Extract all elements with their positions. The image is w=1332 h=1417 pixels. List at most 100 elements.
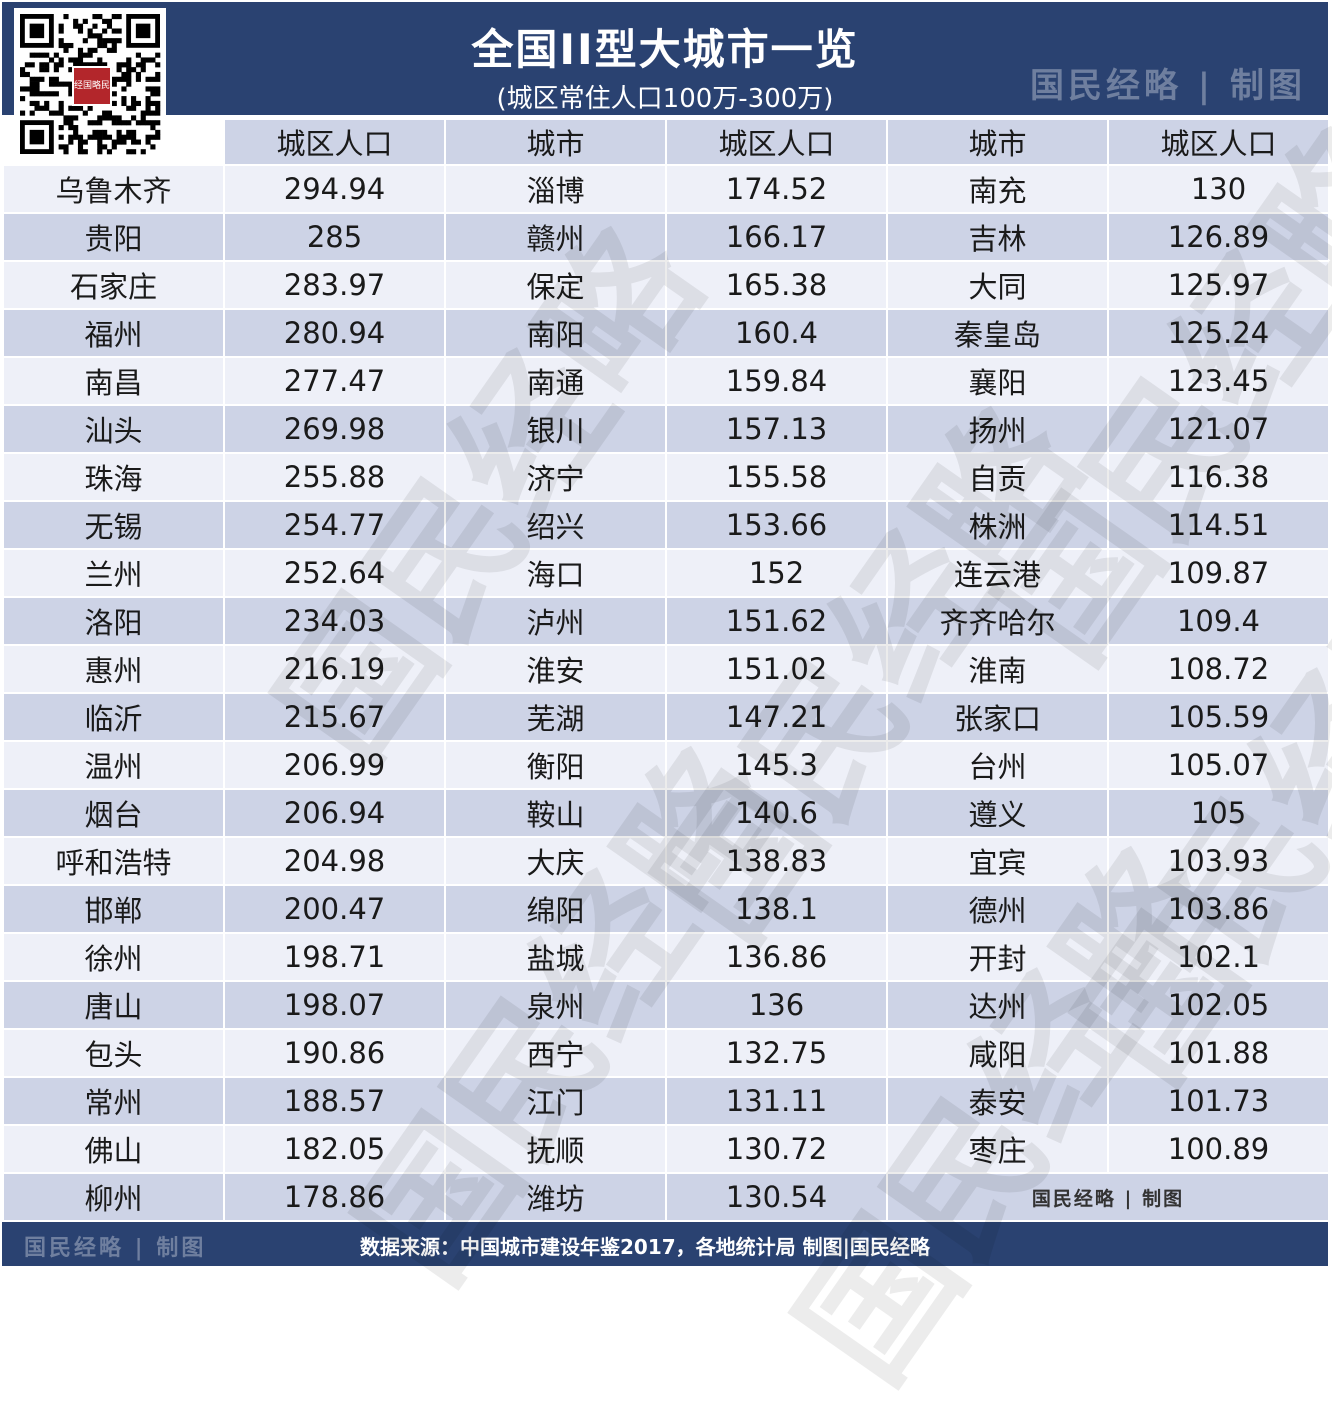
table-cell: 206.99 [223, 740, 446, 790]
table-cell: 泉州 [444, 980, 667, 1030]
table-cell: 101.73 [1107, 1076, 1330, 1126]
table-cell: 151.62 [665, 596, 888, 646]
table-cell: 南阳 [444, 308, 667, 358]
table-cell: 215.67 [223, 692, 446, 742]
table-header-cell: 城市 [444, 118, 667, 166]
table-cell: 132.75 [665, 1028, 888, 1078]
table-cell: 襄阳 [886, 356, 1109, 406]
table-cell: 唐山 [2, 980, 225, 1030]
table-cell: 无锡 [2, 500, 225, 550]
table-cell: 常州 [2, 1076, 225, 1126]
table-cell: 贵阳 [2, 212, 225, 262]
table-row: 烟台 206.94 鞍山 140.6 遵义 105 [2, 788, 1330, 838]
table-cell: 银川 [444, 404, 667, 454]
table-cell: 西宁 [444, 1028, 667, 1078]
table-cell: 烟台 [2, 788, 225, 838]
table-row: 唐山 198.07 泉州 136 达州 102.05 [2, 980, 1330, 1030]
qr-code-image: 经国略民 [14, 8, 166, 160]
table-cell: 182.05 [223, 1124, 446, 1174]
table-cell: 155.58 [665, 452, 888, 502]
table-cell: 邯郸 [2, 884, 225, 934]
table-cell: 扬州 [886, 404, 1109, 454]
table-cell: 109.87 [1107, 548, 1330, 598]
table-cell: 131.11 [665, 1076, 888, 1126]
table-cell: 101.88 [1107, 1028, 1330, 1078]
table-cell: 济宁 [444, 452, 667, 502]
table-cell: 159.84 [665, 356, 888, 406]
table-cell: 福州 [2, 308, 225, 358]
qr-logo-seal: 经国略民 [72, 66, 112, 106]
table-cell: 160.4 [665, 308, 888, 358]
table-row: 乌鲁木齐 294.94 淄博 174.52 南充 130 [2, 164, 1330, 214]
table-cell: 遵义 [886, 788, 1109, 838]
table-row: 温州 206.99 衡阳 145.3 台州 105.07 [2, 740, 1330, 790]
table-cell: 174.52 [665, 164, 888, 214]
table-header-cell: 城区人口 [223, 118, 446, 166]
table-cell: 绍兴 [444, 500, 667, 550]
table-row: 无锡 254.77 绍兴 153.66 株洲 114.51 [2, 500, 1330, 550]
table-cell: 自贡 [886, 452, 1109, 502]
table-cell: 165.38 [665, 260, 888, 310]
table-cell: 126.89 [1107, 212, 1330, 262]
table-cell: 252.64 [223, 548, 446, 598]
table-cell: 石家庄 [2, 260, 225, 310]
table-cell: 178.86 [223, 1172, 446, 1222]
table-cell: 105.07 [1107, 740, 1330, 790]
table-cell: 123.45 [1107, 356, 1330, 406]
table-cell: 147.21 [665, 692, 888, 742]
table-cell: 280.94 [223, 308, 446, 358]
table-cell: 乌鲁木齐 [2, 164, 225, 214]
table-cell: 呼和浩特 [2, 836, 225, 886]
table-cell: 138.1 [665, 884, 888, 934]
table-cell: 临沂 [2, 692, 225, 742]
table-brand-cell: 国民经略 | 制图 [886, 1172, 1330, 1222]
table-cell: 德州 [886, 884, 1109, 934]
table-cell: 121.07 [1107, 404, 1330, 454]
table-cell: 南通 [444, 356, 667, 406]
table-cell: 珠海 [2, 452, 225, 502]
table-cell: 294.94 [223, 164, 446, 214]
table-cell: 包头 [2, 1028, 225, 1078]
table-cell: 216.19 [223, 644, 446, 694]
table-cell: 达州 [886, 980, 1109, 1030]
table-cell: 秦皇岛 [886, 308, 1109, 358]
table-cell: 109.4 [1107, 596, 1330, 646]
table-cell: 103.93 [1107, 836, 1330, 886]
table-cell: 柳州 [2, 1172, 225, 1222]
table-cell: 吉林 [886, 212, 1109, 262]
table-row: 徐州 198.71 盐城 136.86 开封 102.1 [2, 932, 1330, 982]
table-cell: 190.86 [223, 1028, 446, 1078]
table-cell: 张家口 [886, 692, 1109, 742]
table-cell: 130.72 [665, 1124, 888, 1174]
table-cell: 136 [665, 980, 888, 1030]
table-cell: 潍坊 [444, 1172, 667, 1222]
table-cell: 连云港 [886, 548, 1109, 598]
table-cell: 138.83 [665, 836, 888, 886]
table-cell: 淄博 [444, 164, 667, 214]
table-cell: 淮南 [886, 644, 1109, 694]
table-row: 贵阳 285 赣州 166.17 吉林 126.89 [2, 212, 1330, 262]
table-cell: 海口 [444, 548, 667, 598]
page-title: 全国II型大城市一览 [471, 25, 859, 74]
table-cell: 赣州 [444, 212, 667, 262]
table-cell: 130.54 [665, 1172, 888, 1222]
table-cell: 277.47 [223, 356, 446, 406]
table-cell: 125.24 [1107, 308, 1330, 358]
table-row: 汕头 269.98 银川 157.13 扬州 121.07 [2, 404, 1330, 454]
table-row: 洛阳 234.03 泸州 151.62 齐齐哈尔 109.4 [2, 596, 1330, 646]
table-cell: 绵阳 [444, 884, 667, 934]
table-cell: 103.86 [1107, 884, 1330, 934]
table-row: 石家庄 283.97 保定 165.38 大同 125.97 [2, 260, 1330, 310]
table-cell: 抚顺 [444, 1124, 667, 1174]
table-row: 惠州 216.19 淮安 151.02 淮南 108.72 [2, 644, 1330, 694]
table-row: 包头 190.86 西宁 132.75 咸阳 101.88 [2, 1028, 1330, 1078]
table-cell: 102.1 [1107, 932, 1330, 982]
table-cell: 洛阳 [2, 596, 225, 646]
header-brand: 国民经略 | 制图 [1029, 66, 1306, 106]
table-cell: 兰州 [2, 548, 225, 598]
table-header-cell: 城市 [886, 118, 1109, 166]
table-cell: 开封 [886, 932, 1109, 982]
city-population-table: 城区人口 城市 城区人口 城市 城区人口 乌鲁木齐 294.94 淄博 174.52 南… [2, 118, 1330, 1222]
table-cell: 198.71 [223, 932, 446, 982]
header-banner: 全国II型大城市一览 (城区常住人口100万-300万) 国民经略 | 制图 [2, 2, 1328, 115]
